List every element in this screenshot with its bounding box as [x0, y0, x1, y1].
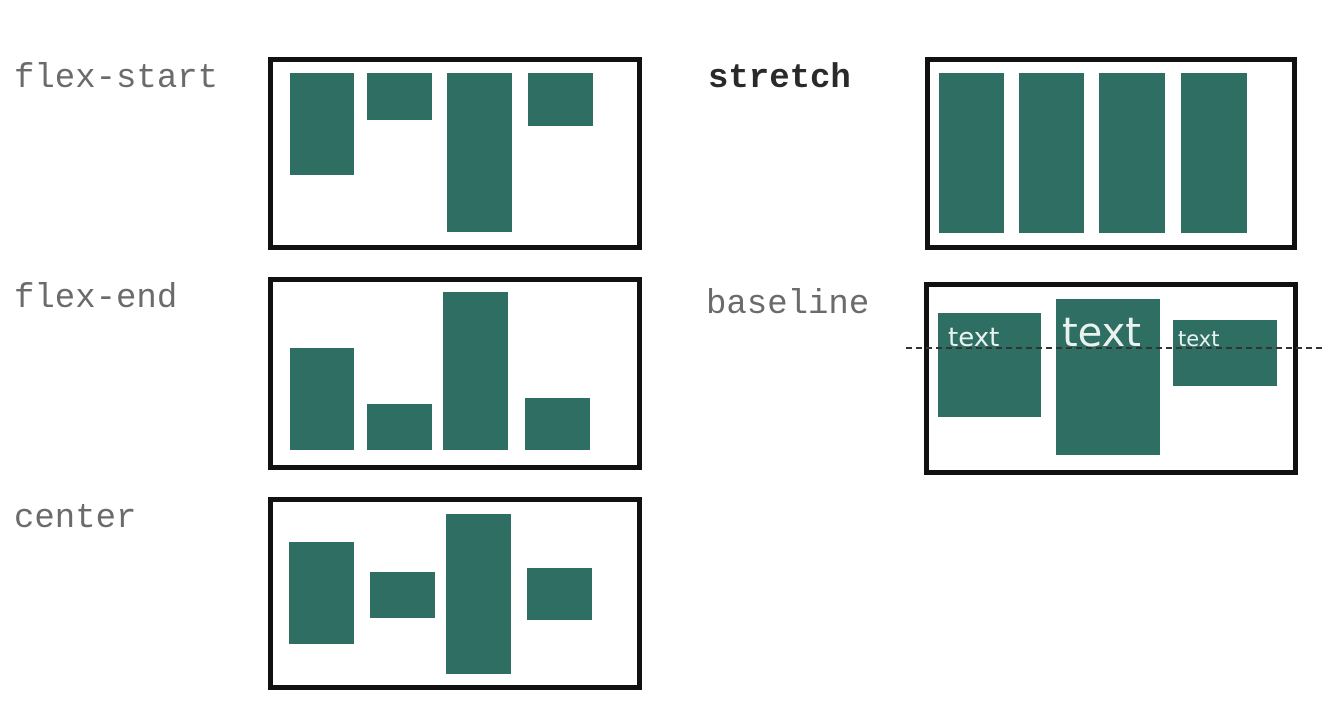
flex-end-item-4 — [525, 398, 590, 450]
flex-end-item-1 — [290, 348, 354, 450]
baseline-item-1: text — [938, 313, 1041, 417]
center-item-4 — [527, 568, 592, 620]
baseline-container: text text text — [924, 282, 1298, 475]
center-item-3 — [446, 514, 511, 674]
baseline-item-2-text: text — [1062, 310, 1141, 356]
baseline-item-2: text — [1056, 299, 1160, 455]
stretch-item-2 — [1019, 73, 1084, 233]
center-item-1 — [289, 542, 354, 644]
baseline-item-1-text: text — [948, 323, 1000, 353]
baseline-guide-line — [906, 347, 1322, 349]
flex-start-container — [268, 57, 642, 250]
flex-end-label: flex-end — [14, 280, 178, 318]
flex-start-item-4 — [528, 73, 593, 126]
stretch-container — [925, 57, 1297, 250]
flex-end-container — [268, 277, 642, 470]
flex-start-item-2 — [367, 73, 432, 120]
stretch-item-4 — [1181, 73, 1247, 233]
stretch-item-3 — [1099, 73, 1165, 233]
center-item-2 — [370, 572, 435, 618]
baseline-item-3: text — [1173, 320, 1277, 386]
flex-start-item-3 — [447, 73, 512, 232]
flex-end-item-2 — [367, 404, 432, 450]
baseline-label: baseline — [706, 286, 870, 324]
flex-start-label: flex-start — [14, 60, 219, 98]
flex-end-item-3 — [443, 292, 508, 450]
center-label: center — [14, 500, 137, 538]
baseline-item-3-text: text — [1178, 327, 1220, 351]
stretch-item-1 — [939, 73, 1004, 233]
stretch-label: stretch — [708, 60, 851, 98]
flex-start-item-1 — [290, 73, 354, 175]
center-container — [268, 497, 642, 690]
